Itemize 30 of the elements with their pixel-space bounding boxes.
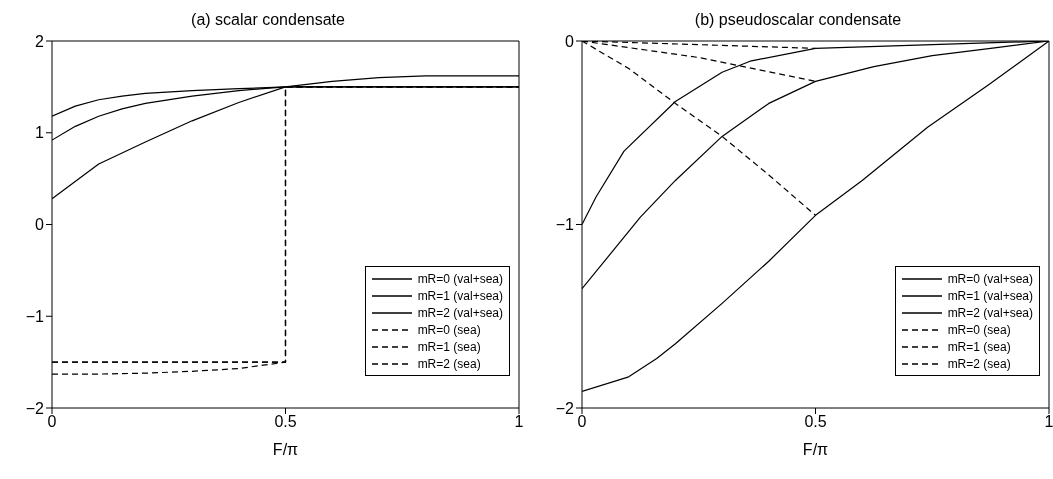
x-tick-label: 1 (514, 413, 524, 431)
legend-label: mR=2 (val+sea) (947, 305, 1033, 320)
legend-label: mR=1 (val+sea) (417, 288, 503, 303)
legend-label: mR=1 (sea) (947, 339, 1011, 354)
chart-title: (b) pseudoscalar condensate (693, 10, 903, 30)
chart-title: (a) scalar condensate (190, 10, 346, 30)
legend-label: mR=0 (sea) (947, 322, 1011, 337)
legend-label: mR=1 (sea) (417, 339, 481, 354)
x-tick-label: 1 (1044, 413, 1053, 431)
x-tick-label: 0.5 (274, 413, 297, 431)
y-tick-label: −1 (25, 307, 45, 325)
legend-label: mR=1 (val+sea) (947, 288, 1033, 303)
x-axis-title: F/π (802, 441, 829, 459)
legend-label: mR=0 (val+sea) (417, 271, 503, 286)
x-axis-title: F/π (272, 441, 299, 459)
legend-label: mR=0 (val+sea) (947, 271, 1033, 286)
legend-label: mR=2 (val+sea) (417, 305, 503, 320)
legend-label: mR=2 (sea) (417, 356, 481, 371)
legend-label: mR=0 (sea) (417, 322, 481, 337)
x-tick-label: 0.5 (804, 413, 827, 431)
y-tick-label: −2 (25, 399, 45, 417)
y-tick-label: −1 (555, 216, 575, 234)
y-tick-label: 1 (35, 124, 45, 142)
x-tick-label: 0 (47, 413, 57, 431)
y-tick-label: 0 (35, 216, 45, 234)
y-tick-label: 0 (565, 32, 575, 50)
x-tick-label: 0 (577, 413, 587, 431)
legend-label: mR=2 (sea) (947, 356, 1011, 371)
y-tick-label: 2 (35, 32, 45, 50)
y-tick-label: −2 (555, 399, 575, 417)
